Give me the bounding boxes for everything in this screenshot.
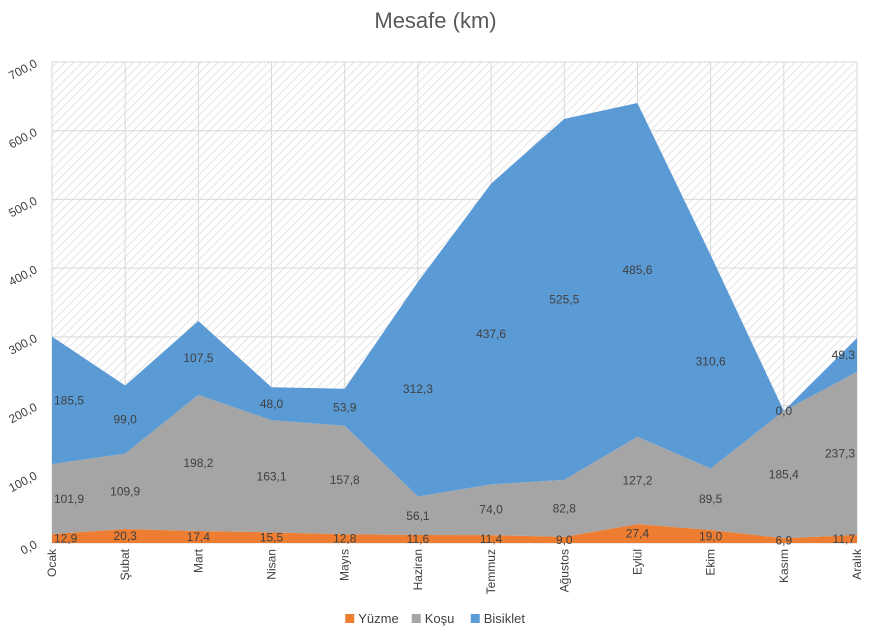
data-label: 6,9 [775,534,792,548]
data-label: 48,0 [260,397,284,411]
data-label: 185,4 [769,468,799,482]
legend-swatch [470,614,480,623]
y-tick-label: 200,0 [6,400,39,427]
data-label: 185,5 [54,393,84,407]
data-label: 0,0 [775,404,792,418]
x-category-label: Ocak [45,548,59,577]
data-label: 15,5 [260,531,284,545]
data-label: 19,0 [699,529,723,543]
x-category-label: Temmuz [484,549,498,594]
x-category-label: Eylül [630,549,644,575]
legend-label: Yüzme [358,611,398,626]
data-label: 49,3 [832,348,856,362]
data-label: 11,4 [480,532,503,546]
legend-swatch [345,614,355,623]
data-label: 127,2 [622,473,652,487]
area-yuzme [52,524,857,543]
data-labels: 12,9 20,3 17,4 15,5 12,8 11,6 11,4 9,0 27,4 19,0 6… [54,263,855,548]
legend-label: Koşu [425,611,455,626]
data-label: 12,8 [333,532,357,546]
data-label: 11,7 [833,532,856,546]
area-series [52,103,857,543]
legend: Yüzme Koşu Bisiklet [345,611,525,626]
data-label: 56,1 [406,509,430,523]
data-label: 237,3 [825,446,855,460]
x-category-label: Haziran [411,549,425,590]
x-category-label: Şubat [118,548,132,580]
chart-title: Mesafe (km) [374,8,497,33]
data-label: 312,3 [403,382,433,396]
data-label: 485,6 [622,263,652,277]
data-label: 107,5 [183,351,213,365]
y-tick-label: 0,0 [18,537,40,557]
x-category-label: Aralık [850,548,864,580]
data-label: 12,9 [54,532,78,546]
x-category-label: Kasım [777,549,791,583]
legend-swatch [411,614,421,623]
area-kosu [52,371,857,539]
x-category-label: Nisan [265,549,279,580]
data-label: 163,1 [257,469,287,483]
data-label: 17,4 [187,530,211,544]
area-bisiklet [52,103,857,497]
data-label: 157,8 [330,473,360,487]
data-label: 101,9 [54,492,84,506]
y-tick-label: 400,0 [6,262,39,289]
y-tick-label: 600,0 [6,125,39,152]
y-tick-label: 100,0 [6,468,39,495]
data-label: 82,8 [553,501,577,515]
data-label: 11,6 [407,532,430,546]
data-label: 99,0 [114,413,138,427]
y-tick-label: 700,0 [6,56,39,83]
x-category-label: Mayıs [338,549,352,581]
data-label: 89,5 [699,492,723,506]
data-label: 198,2 [183,456,213,470]
data-label: 109,9 [110,484,140,498]
data-label: 437,6 [476,327,506,341]
x-category-label: Ekim [704,549,718,576]
y-tick-label: 500,0 [6,194,39,221]
x-axis: Ocak Şubat Mart Nisan Mayıs Haziran Temmuz Ağus… [45,548,864,594]
x-category-label: Ağustos [557,549,571,592]
y-axis: 0,0 100,0 200,0 300,0 400,0 500,0 600,0 700,0 [6,56,39,557]
y-tick-label: 300,0 [6,331,39,358]
data-label: 525,5 [549,292,579,306]
data-label: 9,0 [556,533,573,547]
data-label: 53,9 [333,400,357,414]
data-label: 27,4 [626,527,650,541]
data-label: 310,6 [696,355,726,369]
data-label: 74,0 [479,503,503,517]
data-label: 20,3 [114,529,138,543]
x-category-label: Mart [191,548,205,573]
legend-label: Bisiklet [484,611,526,626]
